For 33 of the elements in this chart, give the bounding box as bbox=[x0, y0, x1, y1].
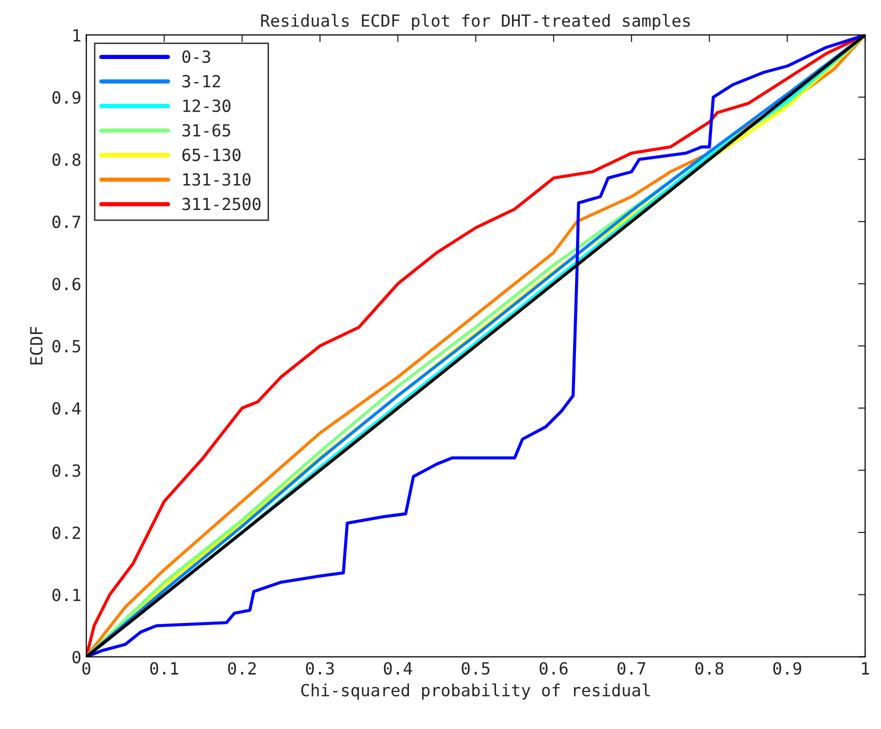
y-tick-label: 0.7 bbox=[52, 216, 80, 228]
x-tick-label: 0.8 bbox=[695, 662, 724, 675]
x-tick-label: 0.4 bbox=[384, 662, 412, 675]
x-tick-label: 1 bbox=[862, 662, 870, 674]
y-tick-label: 0.2 bbox=[52, 526, 80, 540]
y-tick-label: 0.4 bbox=[52, 402, 81, 415]
legend-label: 311-2500 bbox=[182, 198, 261, 210]
y-tick-label: 0.1 bbox=[52, 588, 80, 602]
legend-label: 3-12 bbox=[182, 74, 220, 88]
legend-label: 31-65 bbox=[182, 124, 230, 137]
x-tick-label: 0 bbox=[82, 662, 90, 675]
x-tick-label: 0.3 bbox=[306, 662, 334, 675]
y-tick-label: 0 bbox=[72, 650, 80, 664]
x-axis-title: Chi-squared probability of residual bbox=[301, 683, 650, 700]
y-tick-label: 0.6 bbox=[52, 278, 80, 290]
y-tick-label: 0.8 bbox=[52, 153, 80, 166]
x-tick-label: 0.2 bbox=[228, 662, 256, 675]
y-tick-label: 0.5 bbox=[52, 340, 80, 353]
x-tick-label: 0.9 bbox=[773, 662, 802, 675]
chart-title: Residuals ECDF plot for DHT-treated samples bbox=[261, 14, 690, 30]
y-axis-title: ECDF bbox=[30, 326, 43, 364]
x-tick-label: 0.1 bbox=[150, 662, 178, 675]
line-series bbox=[86, 34, 866, 657]
y-tick-label: 0.9 bbox=[52, 91, 80, 104]
y-tick-label: 1 bbox=[73, 29, 80, 42]
legend-label: 65-130 bbox=[182, 148, 240, 162]
x-tick-label: 0.6 bbox=[540, 662, 568, 675]
legend-label: 12-30 bbox=[183, 99, 230, 112]
y-tick-label: 0.3 bbox=[52, 464, 80, 477]
legend-label: 131-310 bbox=[183, 173, 250, 186]
x-tick-label: 0.5 bbox=[462, 662, 490, 675]
x-tick-label: 0.7 bbox=[618, 662, 646, 675]
legend-label: 0-3 bbox=[182, 50, 210, 63]
